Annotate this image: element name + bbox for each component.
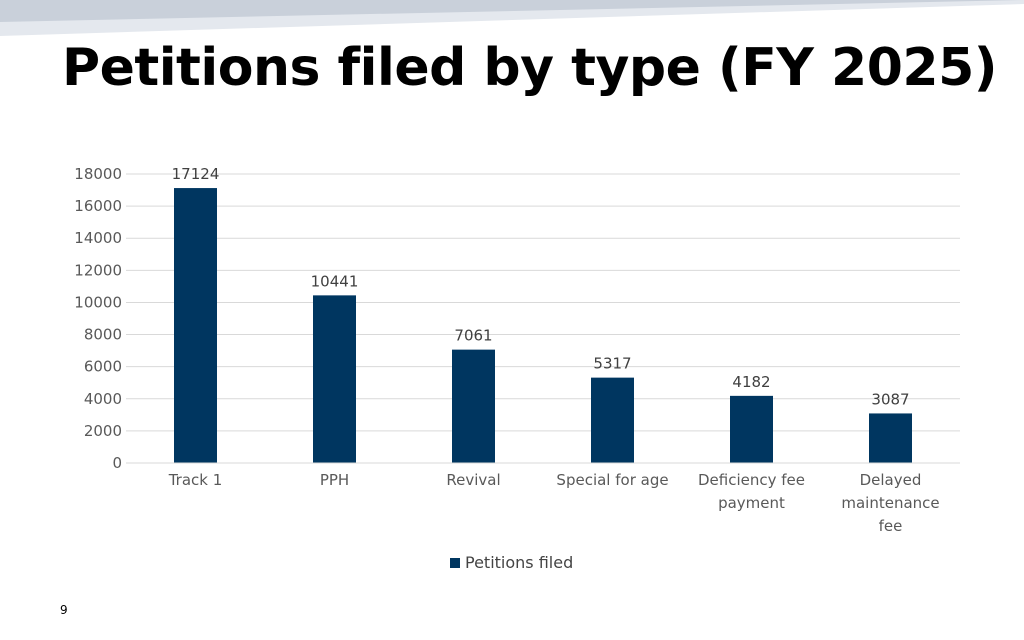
x-tick-label-line: Track 1 [168, 471, 223, 489]
decorative-top-band [0, 0, 1024, 36]
y-tick-label: 2000 [84, 422, 122, 440]
x-tick-label: Track 1 [168, 471, 223, 489]
x-tick-label-line: Deficiency fee [698, 471, 805, 489]
bar [730, 395, 773, 463]
data-label: 17124 [172, 165, 220, 183]
x-tick-label-line: Revival [446, 471, 500, 489]
x-tick-label-line: Delayed [860, 471, 922, 489]
bar [313, 295, 356, 463]
y-tick-label: 12000 [74, 261, 122, 279]
x-tick-label: PPH [320, 471, 349, 489]
y-tick-label: 0 [112, 454, 122, 472]
x-tick-label-line: fee [879, 517, 903, 535]
legend-label: Petitions filed [465, 553, 574, 572]
top-band-dark [0, 0, 1024, 22]
y-tick-label: 6000 [84, 358, 122, 376]
y-tick-label: 4000 [84, 390, 122, 408]
y-tick-label: 18000 [74, 165, 122, 183]
x-tick-label: Delayed maintenance fee [841, 471, 939, 535]
slide-title: Petitions filed by type (FY 2025) [62, 38, 998, 98]
x-tick-label: Deficiency fee payment [698, 471, 805, 512]
data-label: 3087 [871, 390, 909, 408]
chart-legend: Petitions filed [450, 553, 573, 572]
bar-chart: 0 2000 4000 6000 8000 10000 12000 14000 16000 180… [74, 165, 960, 535]
x-tick-label-line: payment [718, 494, 785, 512]
x-tick-label-line: maintenance [841, 494, 939, 512]
page-number: 9 [60, 603, 68, 617]
bar [174, 188, 217, 463]
bar [869, 413, 912, 463]
data-label: 10441 [311, 272, 359, 290]
y-tick-label: 10000 [74, 293, 122, 311]
legend-swatch [450, 557, 460, 568]
y-tick-label: 16000 [74, 197, 122, 215]
data-label: 4182 [732, 373, 770, 391]
x-tick-label: Revival [446, 471, 500, 489]
x-tick-label-line: Special for age [556, 471, 668, 489]
x-tick-label-line: PPH [320, 471, 349, 489]
bar [452, 349, 495, 463]
x-tick-label: Special for age [556, 471, 668, 489]
y-tick-label: 14000 [74, 229, 122, 247]
bar [591, 377, 634, 463]
data-label: 5317 [593, 355, 631, 373]
data-label: 7061 [454, 327, 492, 345]
y-tick-label: 8000 [84, 326, 122, 344]
